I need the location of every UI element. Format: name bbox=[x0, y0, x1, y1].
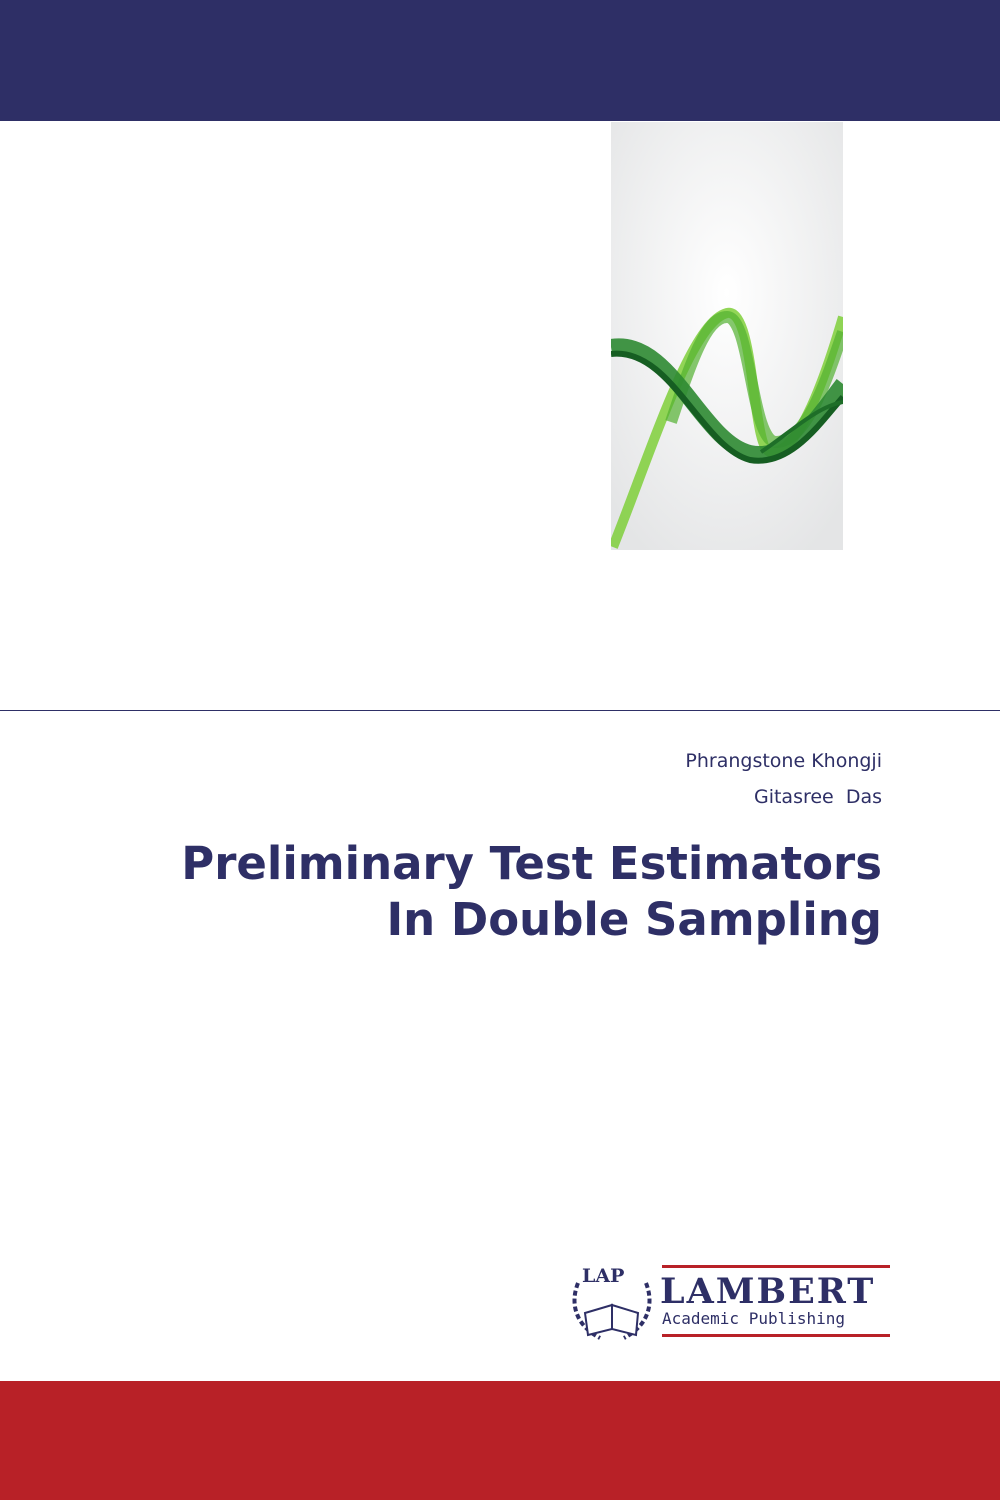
title-line: Preliminary Test Estimators bbox=[181, 837, 882, 890]
authors: Phrangstone Khongji Gitasree Das bbox=[685, 743, 882, 815]
publisher-name: LAMBERT bbox=[660, 1271, 876, 1312]
publisher-logo: LAP LAMBERT Academic Publishing bbox=[570, 1263, 895, 1345]
emblem-text: LAP bbox=[582, 1265, 625, 1287]
publisher-subtitle: Academic Publishing bbox=[662, 1309, 846, 1328]
bottom-color-band bbox=[0, 1381, 1000, 1500]
divider-line bbox=[0, 710, 1000, 711]
book-title: Preliminary Test Estimators In Double Sa… bbox=[181, 836, 882, 948]
laurel-book-icon bbox=[572, 1282, 652, 1340]
title-line: In Double Sampling bbox=[386, 893, 882, 946]
top-color-band bbox=[0, 0, 1000, 121]
logo-rule-bottom bbox=[662, 1334, 890, 1337]
author-name: Phrangstone Khongji bbox=[685, 750, 882, 772]
cover-illustration-green-waves bbox=[611, 122, 843, 550]
logo-rule-top bbox=[662, 1265, 890, 1268]
author-name: Gitasree Das bbox=[753, 786, 882, 808]
